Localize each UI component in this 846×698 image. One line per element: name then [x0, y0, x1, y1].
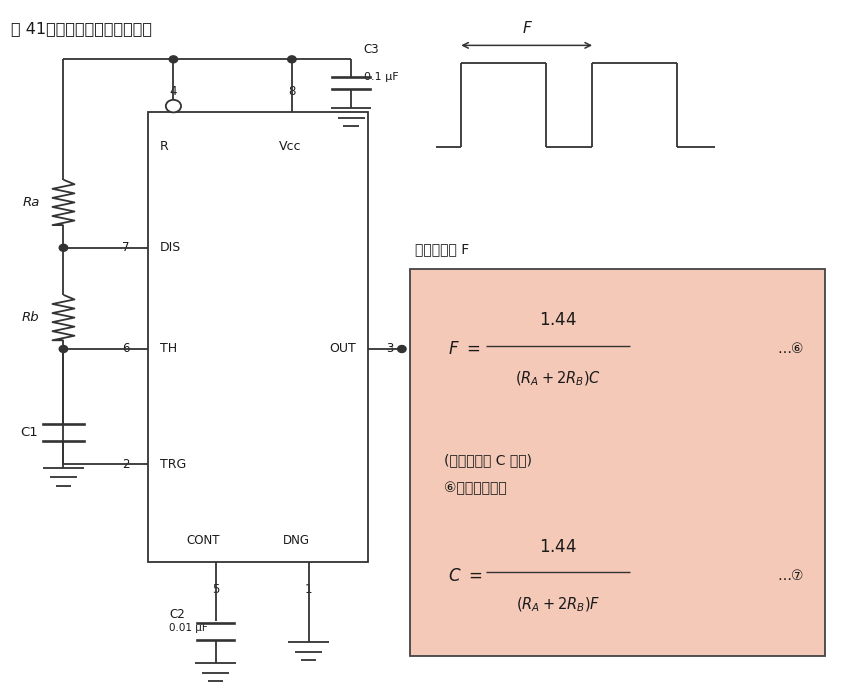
- Circle shape: [398, 346, 406, 352]
- Text: Rb: Rb: [22, 311, 40, 324]
- Text: $(R_A + 2R_B)C$: $(R_A + 2R_B)C$: [515, 369, 602, 387]
- Text: (コンデンサ C の値): (コンデンサ C の値): [444, 454, 532, 468]
- Text: Vcc: Vcc: [279, 140, 302, 153]
- Bar: [148, 112, 368, 562]
- Text: $1.44$: $1.44$: [540, 311, 577, 329]
- Text: 5: 5: [212, 583, 219, 596]
- Text: 4: 4: [170, 84, 177, 98]
- Text: 0.1 μF: 0.1 μF: [364, 72, 398, 82]
- Text: $F\ =\ $: $F\ =\ $: [448, 340, 481, 358]
- Text: $C\ =\ $: $C\ =\ $: [448, 567, 483, 585]
- Text: CONT: CONT: [186, 535, 220, 547]
- Circle shape: [288, 56, 296, 63]
- Text: ⑥式を変形して: ⑥式を変形して: [444, 482, 507, 496]
- Text: 8: 8: [288, 84, 295, 98]
- Text: C2: C2: [169, 608, 185, 621]
- Text: 発信周波数 F: 発信周波数 F: [415, 242, 469, 256]
- Text: $1.44$: $1.44$: [540, 537, 577, 556]
- Text: TRG: TRG: [160, 458, 186, 470]
- Bar: [410, 269, 825, 656]
- Text: 0.01 μF: 0.01 μF: [169, 623, 208, 633]
- Text: F: F: [522, 22, 531, 36]
- Text: R: R: [160, 140, 168, 153]
- Circle shape: [169, 56, 178, 63]
- Text: 3: 3: [387, 343, 394, 355]
- Text: TH: TH: [160, 343, 177, 355]
- Text: DIS: DIS: [160, 242, 181, 254]
- Text: 1: 1: [305, 583, 312, 596]
- Text: …⑦: …⑦: [777, 569, 804, 583]
- Text: C3: C3: [364, 43, 379, 56]
- Text: DNG: DNG: [283, 535, 310, 547]
- Circle shape: [166, 100, 181, 112]
- Text: 2: 2: [122, 458, 129, 470]
- Text: C1: C1: [20, 426, 38, 439]
- Text: 7: 7: [122, 242, 129, 254]
- Text: $(R_A + 2R_B)F$: $(R_A + 2R_B)F$: [516, 596, 601, 614]
- Circle shape: [59, 346, 68, 352]
- Text: Ra: Ra: [22, 196, 40, 209]
- Circle shape: [59, 244, 68, 251]
- Text: 図 41　発信モードの基本接続: 図 41 発信モードの基本接続: [11, 21, 152, 36]
- Text: OUT: OUT: [329, 343, 356, 355]
- Text: …⑥: …⑥: [777, 342, 804, 356]
- Text: 6: 6: [122, 343, 129, 355]
